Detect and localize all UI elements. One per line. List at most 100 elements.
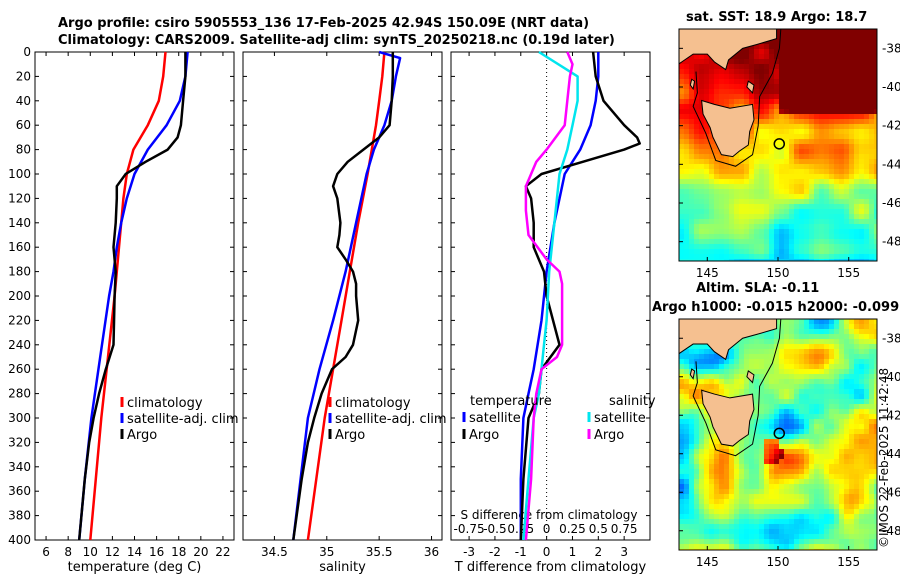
sst_map-cell — [729, 89, 734, 94]
sst_map-cell — [809, 189, 814, 194]
sst_map-cell — [784, 164, 789, 169]
sst_map-cell — [769, 104, 774, 109]
sla_map-cell — [859, 434, 864, 439]
sst_map-cell — [759, 49, 764, 54]
sst_map-cell — [814, 179, 819, 184]
difference-series-salinity-argo — [524, 51, 574, 541]
sla_map-cell — [874, 384, 877, 389]
sst_map-cell — [794, 209, 799, 214]
sst_map-cell — [839, 124, 844, 129]
sst_map-cell — [849, 29, 854, 34]
sst_map-cell — [689, 134, 694, 139]
sla_map-cell — [699, 529, 704, 534]
sla_map-cell — [854, 434, 859, 439]
sst_map-cell — [804, 44, 809, 49]
sst_map-cell — [864, 64, 869, 69]
sst_map-cell — [819, 69, 824, 74]
sla_map-cell — [799, 434, 804, 439]
sst_map-cell — [849, 49, 854, 54]
sst_map-cell — [799, 174, 804, 179]
sla_map-cell — [809, 514, 814, 519]
sla_map-cell — [854, 519, 859, 524]
sla_map-cell — [699, 354, 704, 359]
sst_map-cell — [794, 89, 799, 94]
sla_map-cell — [694, 484, 699, 489]
sla_map-shelf-contour — [692, 318, 782, 457]
sla_map-cell — [869, 539, 874, 544]
sla_map-cell — [799, 509, 804, 514]
sst_map-cell — [869, 119, 874, 124]
sla_map-cell — [839, 354, 844, 359]
sla_map-cell — [849, 329, 854, 334]
sla_map-cell — [809, 454, 814, 459]
sst_map-cell — [714, 159, 719, 164]
sst_map-cell — [854, 39, 859, 44]
sst_map-cell — [709, 254, 714, 259]
sst_map-cell — [859, 79, 864, 84]
sst_map-cell — [754, 114, 759, 119]
sla_map-cell — [839, 319, 844, 324]
sst_map-cell — [839, 79, 844, 84]
sla_map-cell — [729, 459, 734, 464]
sla_map-cell — [679, 369, 684, 374]
sla_map-cell — [829, 494, 834, 499]
sst_map-cell — [734, 219, 739, 224]
sst_map-cell — [754, 64, 759, 69]
sst_map-cell — [704, 184, 709, 189]
sst_map-cell — [789, 89, 794, 94]
sst_map-cell — [814, 79, 819, 84]
sla_map-cell — [814, 449, 819, 454]
sla_map-cell — [764, 454, 769, 459]
sla_map-cell — [759, 359, 764, 364]
sst_map-cell — [849, 59, 854, 64]
sla_map-cell — [864, 499, 869, 504]
sst_map-cell — [749, 249, 754, 254]
sla_map-cell — [859, 539, 864, 544]
sla_map-cell — [804, 539, 809, 544]
sst_map-cell — [724, 244, 729, 249]
sla_map-cell — [799, 544, 804, 549]
sst_map-cell — [799, 194, 804, 199]
sla_map-cell — [739, 489, 744, 494]
sla_map-cell — [729, 354, 734, 359]
sst_map-cell — [784, 254, 789, 259]
sst_map-cell — [764, 119, 769, 124]
sla_map-cell — [764, 359, 769, 364]
sla_map-cell — [694, 454, 699, 459]
depth-tick-label: 0 — [23, 45, 31, 59]
sst_map-cell — [779, 259, 784, 261]
sla_map-cell — [704, 534, 709, 539]
sst_map-cell — [859, 229, 864, 234]
sla_map-cell — [694, 479, 699, 484]
sst_map-cell — [774, 89, 779, 94]
sst_map-cell — [824, 39, 829, 44]
sst_map-cell — [774, 214, 779, 219]
sla_map-cell — [869, 544, 874, 549]
sst_map-cell — [784, 174, 789, 179]
sla_map-cell — [774, 394, 779, 399]
difference-legend-label: satellite — [594, 411, 646, 426]
sla_map-cell — [809, 339, 814, 344]
sla_map-cell — [764, 479, 769, 484]
sst_map-cell — [744, 169, 749, 174]
sst_map-cell — [734, 194, 739, 199]
sla_map-cell — [784, 464, 789, 469]
sla_map-cell — [834, 399, 839, 404]
sla_map-cell — [814, 374, 819, 379]
sla_map-cell — [789, 504, 794, 509]
sla_map-cell — [689, 499, 694, 504]
sst_map-cell — [789, 79, 794, 84]
sla_map-cell — [769, 494, 774, 499]
sla_map-cell — [814, 499, 819, 504]
sst_map-cell — [749, 154, 754, 159]
sst_map-cell — [789, 189, 794, 194]
sst_map-cell — [849, 179, 854, 184]
sla_map-cell — [789, 464, 794, 469]
sla_map-cell — [774, 439, 779, 444]
sla_map-cell — [809, 449, 814, 454]
sla_map-cell — [764, 349, 769, 354]
sla_map-cell — [779, 474, 784, 479]
sst_map-cell — [819, 139, 824, 144]
sst_map-cell — [684, 104, 689, 109]
sst_map-cell — [829, 134, 834, 139]
